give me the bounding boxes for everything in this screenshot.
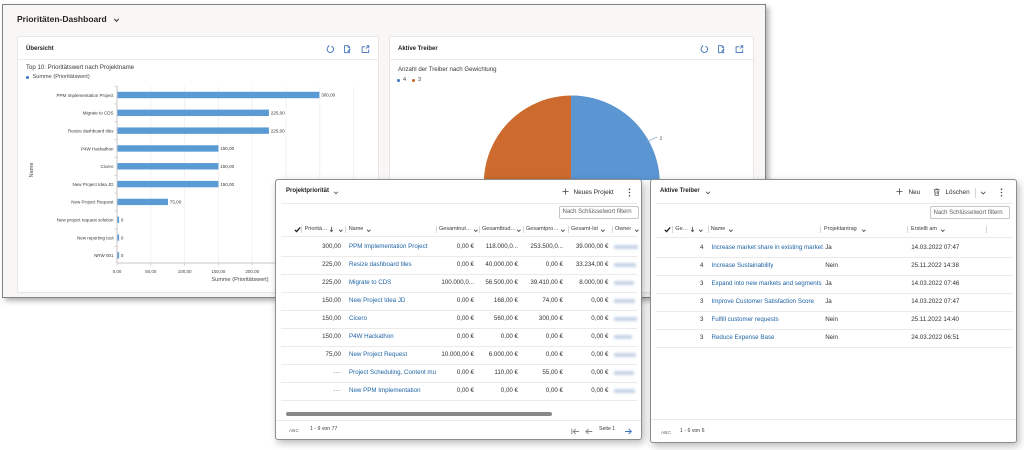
- svg-text:New reporting tool: New reporting tool: [77, 235, 114, 240]
- svg-text:P4W Hackathon: P4W Hackathon: [81, 146, 114, 151]
- svg-text:New Project Request: New Project Request: [71, 200, 114, 205]
- svg-text:Resize dashboard tiles: Resize dashboard tiles: [68, 128, 114, 133]
- svg-text:Migrate to CDS: Migrate to CDS: [83, 111, 114, 116]
- svg-text:225,00: 225,00: [271, 111, 285, 116]
- svg-text:50,00: 50,00: [145, 269, 157, 274]
- svg-text:150,00: 150,00: [220, 164, 234, 169]
- svg-text:Name: Name: [29, 163, 35, 178]
- svg-text:150,00: 150,00: [220, 146, 234, 151]
- svg-text:PPM Implementation Project: PPM Implementation Project: [56, 93, 114, 98]
- svg-text:0: 0: [121, 235, 124, 240]
- svg-text:225,00: 225,00: [271, 128, 285, 133]
- svg-text:100,00: 100,00: [178, 269, 192, 274]
- svg-text:0: 0: [121, 217, 124, 222]
- svg-text:Cicero: Cicero: [100, 164, 114, 169]
- svg-text:New Project Idea JD: New Project Idea JD: [72, 182, 114, 187]
- svg-text:150,00: 150,00: [220, 182, 234, 187]
- svg-text:NRW 001: NRW 001: [94, 253, 114, 258]
- svg-text:75,00: 75,00: [170, 200, 182, 205]
- svg-text:200,00: 200,00: [245, 269, 259, 274]
- svg-text:New project request solution: New project request solution: [57, 218, 114, 223]
- svg-text:2: 2: [660, 136, 663, 142]
- svg-text:0: 0: [121, 253, 124, 258]
- svg-text:300,00: 300,00: [321, 93, 335, 98]
- svg-text:Summe (Prioritätswert): Summe (Prioritätswert): [211, 277, 268, 283]
- svg-text:0,00: 0,00: [113, 269, 122, 274]
- svg-text:150,00: 150,00: [212, 269, 226, 274]
